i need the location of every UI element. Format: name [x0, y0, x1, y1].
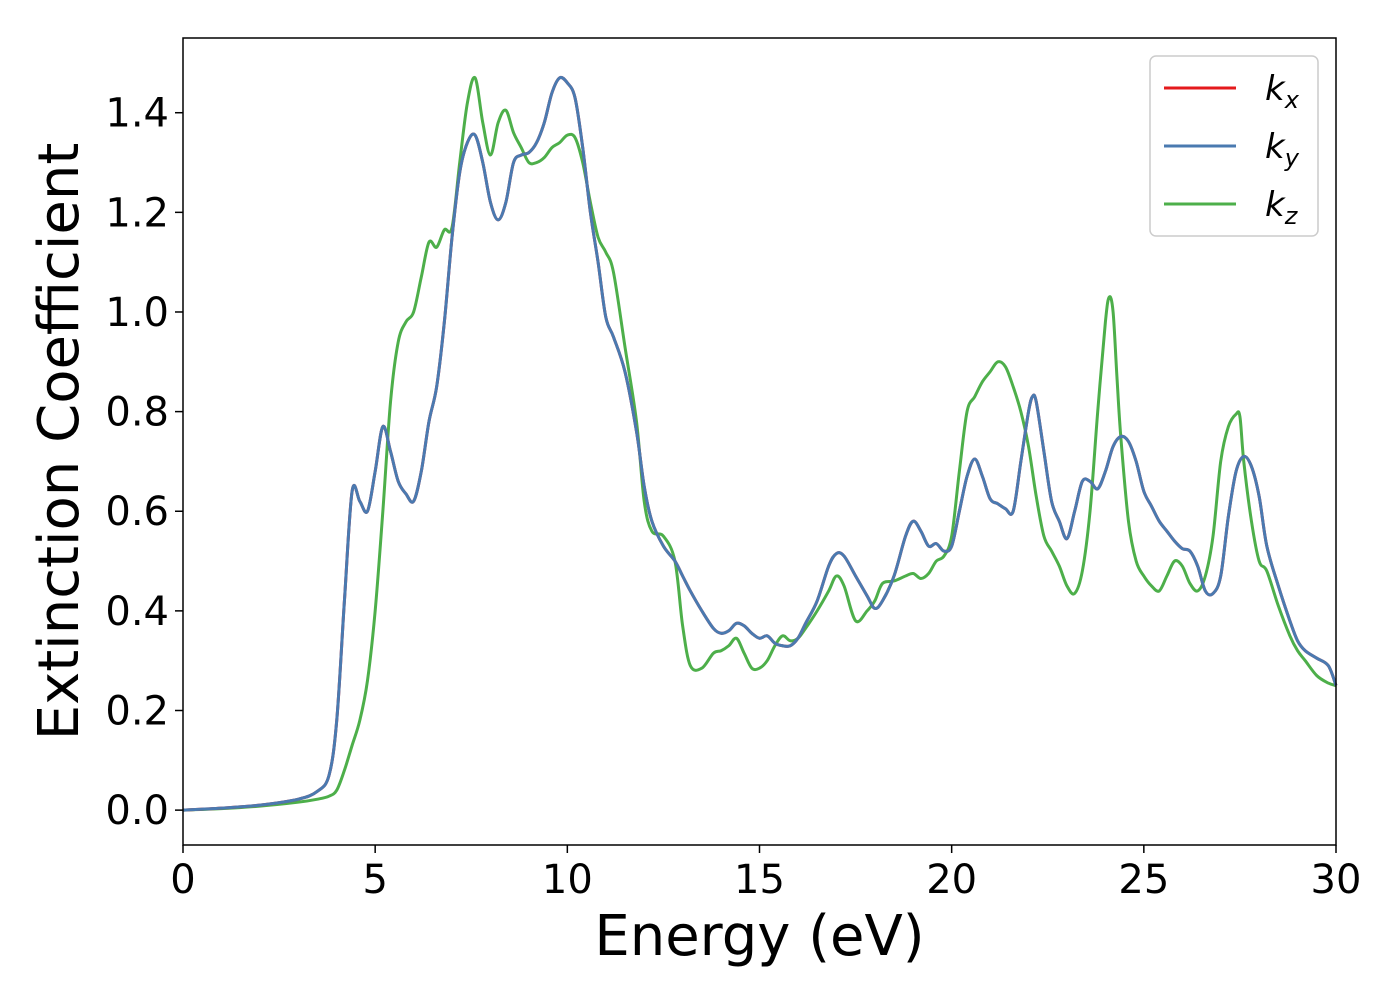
x-tick-label: 0	[170, 857, 195, 903]
series-layer	[182, 75, 1338, 812]
x-tick-label: 30	[1311, 857, 1362, 903]
y-tick-label: 0.8	[105, 390, 169, 436]
series-line-ky	[182, 75, 1338, 812]
legend: kx ky kz	[1149, 55, 1319, 237]
legend-label-kx: kx	[1265, 69, 1300, 114]
x-tick-label: 25	[1118, 857, 1169, 903]
y-tick-label: 0.6	[105, 489, 169, 535]
y-axis-ticks: 0.0 0.2 0.4 0.6 0.8 1.0 1.2 1.4	[105, 91, 183, 834]
y-tick-label: 0.2	[105, 689, 169, 735]
y-tick-label: 0.4	[105, 589, 169, 635]
y-axis-title: Extinction Coefficient	[27, 143, 92, 741]
y-tick-label: 0.0	[105, 788, 169, 834]
x-axis-ticks: 0 5 10 15 20 25 30	[170, 845, 1361, 903]
y-tick-label: 1.0	[105, 290, 169, 336]
y-tick-label: 1.4	[105, 91, 169, 137]
legend-label-ky: ky	[1265, 127, 1300, 172]
x-tick-label: 20	[926, 857, 977, 903]
legend-label-kz: kz	[1265, 185, 1299, 230]
x-tick-label: 10	[542, 857, 593, 903]
x-tick-label: 15	[734, 857, 785, 903]
y-tick-label: 1.2	[105, 190, 169, 236]
x-tick-label: 5	[362, 857, 387, 903]
x-axis-title: Energy (eV)	[594, 904, 924, 969]
